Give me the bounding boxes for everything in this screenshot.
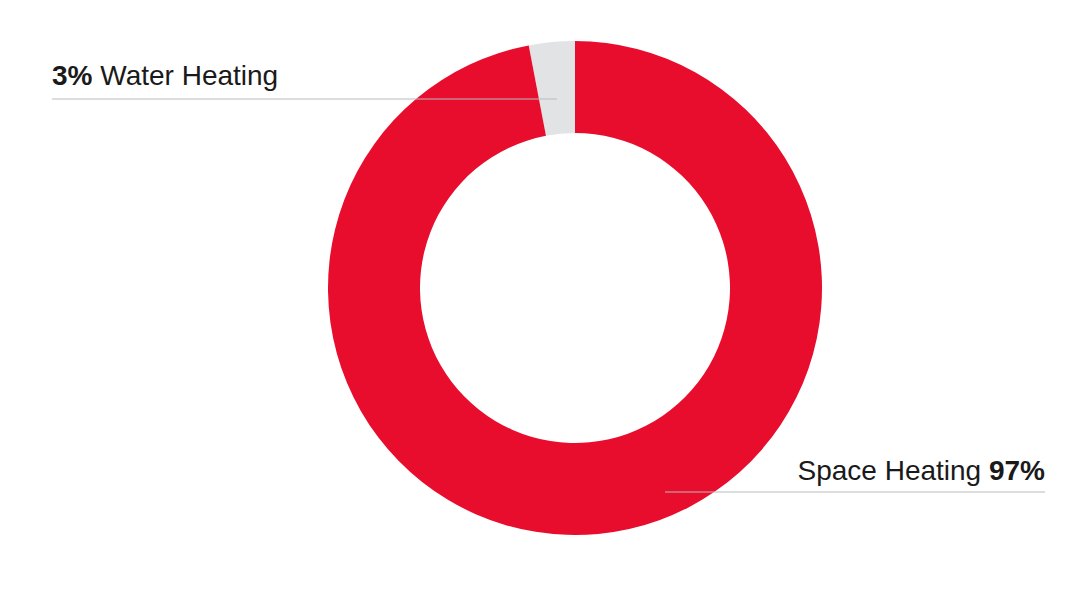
category-label: Water Heating (100, 60, 278, 91)
slice-label: Space Heating 97% (797, 455, 1045, 486)
label-space (981, 455, 989, 486)
category-label: Space Heating (797, 455, 981, 486)
donut (328, 41, 822, 535)
data-label: 3% (52, 60, 93, 91)
chart-container: 3% Water Heating Space Heating 97% (0, 0, 1080, 616)
slice-label: 3% Water Heating (52, 60, 278, 91)
label-space (92, 60, 100, 91)
data-label: 97% (989, 455, 1045, 486)
donut-slice (328, 41, 822, 535)
leader-line (665, 492, 1045, 493)
chart-svg: 3% Water Heating Space Heating 97% (0, 0, 1080, 616)
leader-line (52, 99, 557, 100)
